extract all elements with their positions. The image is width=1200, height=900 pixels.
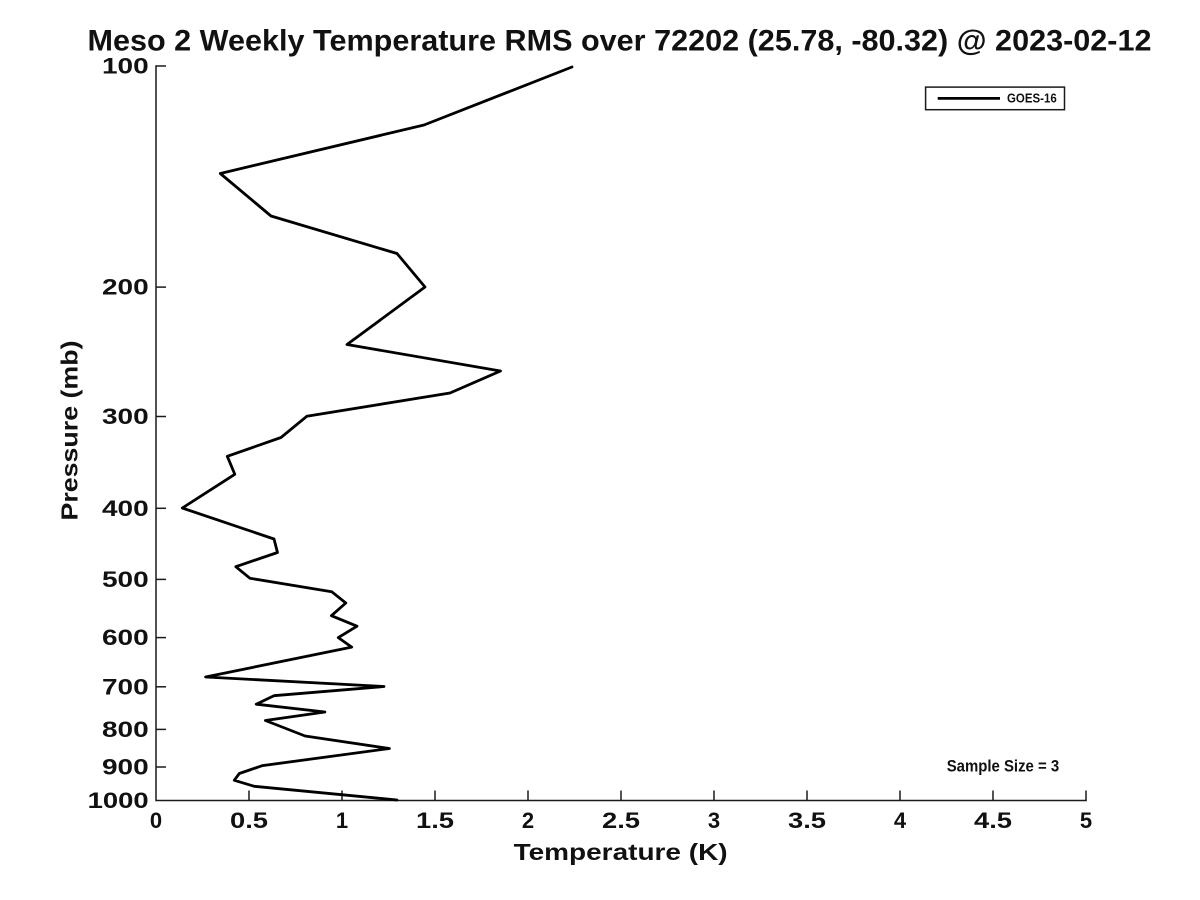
svg-text:300: 300 <box>102 404 149 429</box>
svg-text:2: 2 <box>522 808 534 833</box>
svg-text:Meso 2 Weekly Temperature RMS: Meso 2 Weekly Temperature RMS over 72202… <box>88 25 1152 58</box>
svg-text:1000: 1000 <box>88 788 149 813</box>
svg-text:0: 0 <box>150 808 162 833</box>
svg-text:3: 3 <box>708 808 720 833</box>
svg-text:400: 400 <box>102 496 149 521</box>
svg-text:500: 500 <box>102 567 149 592</box>
svg-text:800: 800 <box>102 717 149 742</box>
svg-text:1.5: 1.5 <box>416 808 454 833</box>
svg-text:Pressure (mb): Pressure (mb) <box>57 341 83 521</box>
svg-text:5: 5 <box>1080 808 1092 833</box>
svg-text:1: 1 <box>336 808 348 833</box>
svg-text:0.5: 0.5 <box>230 808 268 833</box>
svg-text:Temperature (K): Temperature (K) <box>514 839 728 865</box>
svg-text:4.5: 4.5 <box>974 808 1012 833</box>
svg-text:2.5: 2.5 <box>602 808 640 833</box>
svg-text:600: 600 <box>102 625 149 650</box>
svg-text:900: 900 <box>102 755 149 780</box>
svg-text:Sample Size = 3: Sample Size = 3 <box>947 757 1059 776</box>
svg-text:700: 700 <box>102 674 149 699</box>
svg-text:GOES-16: GOES-16 <box>1007 92 1057 106</box>
svg-text:200: 200 <box>102 275 149 300</box>
svg-text:4: 4 <box>894 808 907 833</box>
svg-text:3.5: 3.5 <box>788 808 826 833</box>
svg-text:100: 100 <box>102 54 149 79</box>
